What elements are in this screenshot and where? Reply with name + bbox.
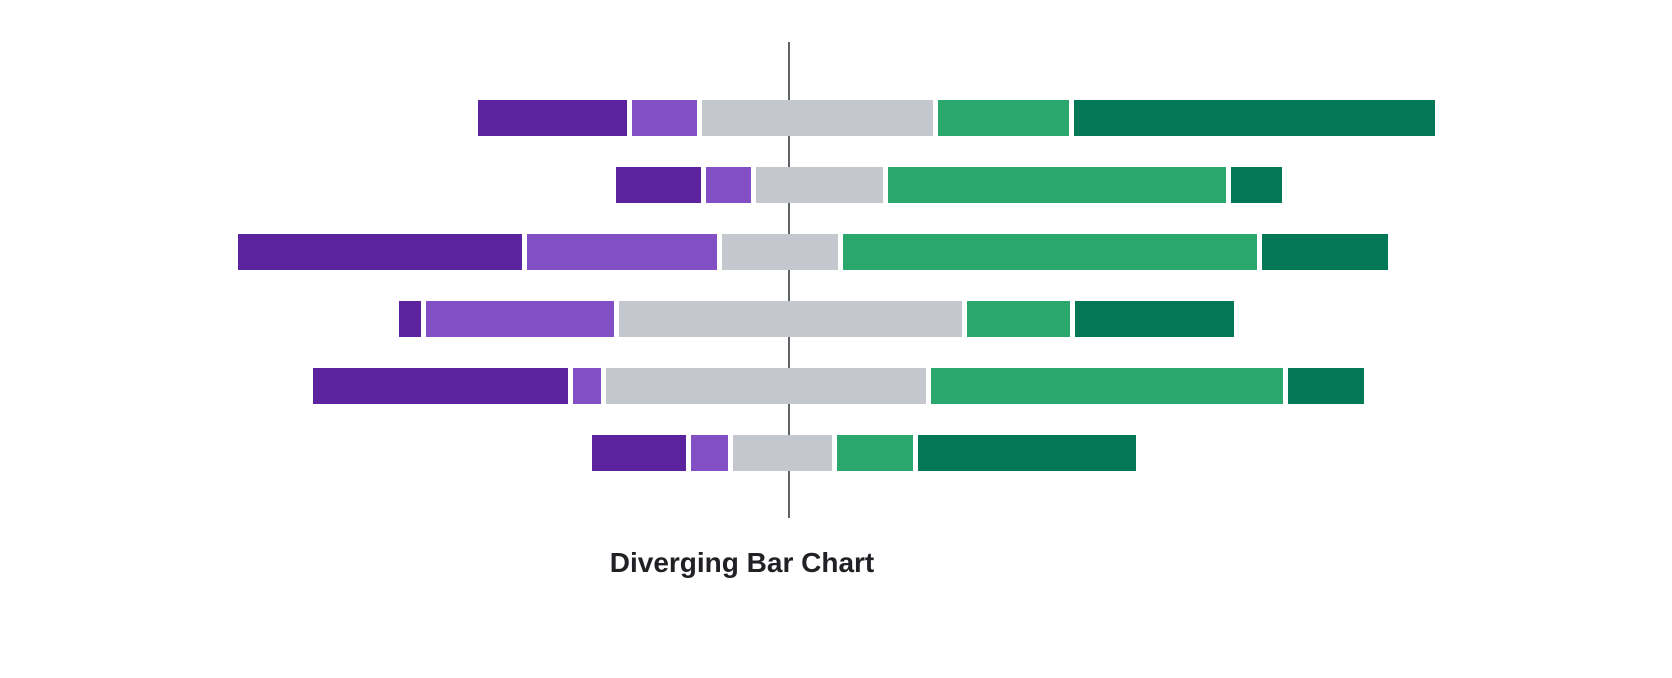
bar-segment-medium-green xyxy=(843,234,1257,270)
bar-segment-dark-green xyxy=(1262,234,1388,270)
bar-segment-light-purple xyxy=(527,234,717,270)
bar-segment-dark-purple xyxy=(478,100,627,136)
bar-segment-dark-green xyxy=(1288,368,1364,404)
bar-segment-medium-green xyxy=(931,368,1283,404)
axis-line xyxy=(788,42,790,518)
bar-segment-neutral-gray xyxy=(756,167,883,203)
bar-segment-medium-green xyxy=(967,301,1070,337)
bar-segment-light-purple xyxy=(426,301,614,337)
bar-segment-light-purple xyxy=(632,100,697,136)
bar-segment-medium-green xyxy=(837,435,913,471)
bar-segment-light-purple xyxy=(706,167,751,203)
bar-segment-dark-green xyxy=(1231,167,1282,203)
bar-segment-neutral-gray xyxy=(733,435,832,471)
bar-segment-light-purple xyxy=(573,368,601,404)
bar-segment-neutral-gray xyxy=(702,100,933,136)
bar-row xyxy=(399,301,1234,337)
bar-segment-dark-purple xyxy=(616,167,701,203)
bar-row xyxy=(313,368,1364,404)
bar-segment-dark-green xyxy=(918,435,1136,471)
bar-segment-neutral-gray xyxy=(722,234,838,270)
bar-segment-light-purple xyxy=(691,435,728,471)
bar-segment-dark-purple xyxy=(313,368,568,404)
bar-segment-dark-purple xyxy=(238,234,522,270)
chart-title: Diverging Bar Chart xyxy=(609,547,875,578)
bar-segment-dark-purple xyxy=(592,435,686,471)
bar-segment-medium-green xyxy=(938,100,1069,136)
bar-row xyxy=(478,100,1435,136)
bar-segment-neutral-gray xyxy=(606,368,926,404)
bar-row xyxy=(592,435,1136,471)
bar-segment-dark-green xyxy=(1074,100,1435,136)
bar-segment-dark-purple xyxy=(399,301,421,337)
bar-segment-neutral-gray xyxy=(619,301,962,337)
bar-row xyxy=(616,167,1282,203)
bar-segment-dark-green xyxy=(1075,301,1234,337)
bar-row xyxy=(238,234,1388,270)
bar-segment-medium-green xyxy=(888,167,1226,203)
